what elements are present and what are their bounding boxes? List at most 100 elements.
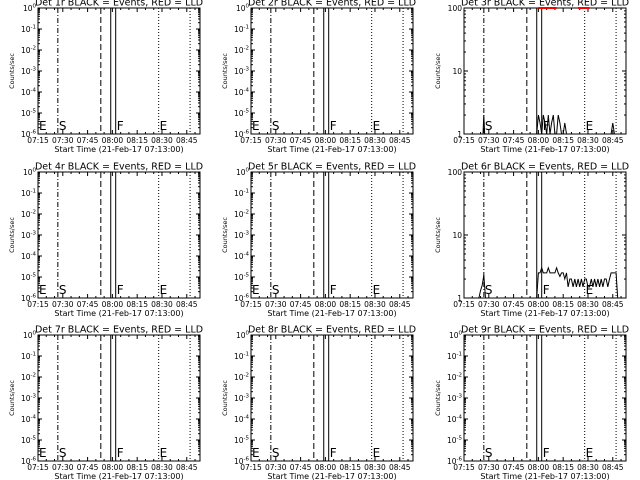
- y-tick-label: 10-1: [234, 352, 249, 362]
- x-tick-label: 07:15: [27, 463, 49, 472]
- plot-frame: [463, 334, 627, 462]
- y-tick-label: 10-6: [21, 130, 37, 140]
- y-axis-label: Counts/sec: [8, 53, 16, 89]
- events-series: [464, 266, 626, 299]
- panel-title: Det 6r BLACK = Events, RED = LLD: [461, 162, 629, 173]
- y-tick-label: 10-1: [21, 352, 36, 362]
- marker-f: F: [543, 446, 550, 460]
- y-tick-label: 10-6: [234, 130, 250, 140]
- plot-frame: [250, 171, 414, 299]
- x-tick-label: 08:30: [577, 300, 599, 309]
- y-tick-label: 10: [452, 231, 462, 240]
- x-tick-label: 07:15: [27, 136, 49, 145]
- x-tick-label: 08:45: [389, 300, 411, 309]
- y-tick-label: 10-4: [447, 415, 463, 425]
- x-tick-label: 07:30: [478, 300, 500, 309]
- y-tick-label: 10: [452, 67, 462, 76]
- y-tick-label: 10-2: [234, 210, 249, 220]
- marker-e: E: [252, 283, 260, 297]
- x-tick-label: 07:30: [478, 136, 500, 145]
- x-tick-label: 08:15: [339, 136, 361, 145]
- x-tick-label: 08:45: [602, 463, 624, 472]
- panel-title: Det 4r BLACK = Events, RED = LLD: [35, 162, 203, 173]
- x-tick-label: 07:45: [290, 300, 312, 309]
- marker-e: E: [39, 446, 47, 460]
- x-tick-label: 08:15: [126, 463, 148, 472]
- marker-e: E: [160, 446, 168, 460]
- panel-title: Det 3r BLACK = Events, RED = LLD: [461, 0, 629, 9]
- y-tick-label: 10-4: [21, 415, 37, 425]
- y-tick-label: 10-1: [447, 352, 462, 362]
- x-tick-label: 07:45: [503, 136, 525, 145]
- y-axis-label: Counts/sec: [221, 217, 229, 253]
- y-axis-label: Counts/sec: [434, 53, 442, 89]
- marker-f: F: [543, 283, 550, 297]
- y-tick-label: 100: [236, 4, 250, 14]
- y-tick-label: 10-5: [21, 436, 37, 446]
- y-tick-label: 10-3: [21, 231, 37, 241]
- x-tick-label: 07:45: [503, 300, 525, 309]
- x-tick-label: 08:15: [552, 463, 574, 472]
- x-tick-label: 07:15: [27, 300, 49, 309]
- marker-e: E: [252, 119, 260, 133]
- marker-e: E: [586, 119, 594, 133]
- y-tick-label: 10-4: [21, 88, 37, 98]
- marker-s: S: [59, 446, 67, 460]
- y-tick-label: 10-3: [447, 394, 463, 404]
- y-tick-label: 1: [457, 294, 462, 303]
- marker-e: E: [39, 283, 47, 297]
- y-tick-label: 10-2: [21, 373, 36, 383]
- marker-s: S: [272, 446, 280, 460]
- y-tick-label: 10-1: [21, 189, 36, 199]
- panel-title: Det 7r BLACK = Events, RED = LLD: [35, 325, 203, 336]
- x-tick-label: 08:45: [389, 136, 411, 145]
- y-tick-label: 10-3: [21, 394, 37, 404]
- x-tick-label: 07:30: [265, 463, 287, 472]
- marker-f: F: [330, 119, 337, 133]
- y-tick-label: 10-5: [21, 273, 37, 283]
- y-tick-label: 10-5: [21, 109, 37, 119]
- marker-e: E: [160, 119, 168, 133]
- y-tick-label: 10-4: [234, 88, 250, 98]
- y-tick-label: 10-6: [234, 457, 250, 467]
- x-tick-label: 08:00: [315, 463, 337, 472]
- y-tick-label: 10-4: [234, 252, 250, 262]
- y-tick-label: 10-5: [447, 436, 463, 446]
- marker-f: F: [330, 446, 337, 460]
- events-series: [464, 114, 626, 135]
- x-tick-label: 08:45: [176, 463, 198, 472]
- plot-frame: [250, 7, 414, 135]
- x-tick-label: 07:30: [52, 463, 74, 472]
- y-tick-label: 100: [236, 331, 250, 341]
- marker-e: E: [252, 446, 260, 460]
- x-axis-label: Start Time (21-Feb-17 07:13:00): [54, 309, 183, 318]
- y-axis-label: Counts/sec: [221, 380, 229, 416]
- y-axis-label: Counts/sec: [8, 380, 16, 416]
- plot-frame: [37, 171, 201, 299]
- x-tick-label: 08:00: [102, 300, 124, 309]
- marker-e: E: [160, 283, 168, 297]
- y-tick-label: 10-3: [234, 394, 250, 404]
- x-tick-label: 07:30: [478, 463, 500, 472]
- y-tick-label: 100: [448, 4, 463, 13]
- marker-s: S: [59, 283, 67, 297]
- x-axis-label: Start Time (21-Feb-17 07:13:00): [480, 145, 609, 154]
- y-axis-label: Counts/sec: [221, 53, 229, 89]
- y-tick-label: 10-5: [234, 436, 250, 446]
- y-tick-label: 10-1: [21, 25, 36, 35]
- marker-f: F: [117, 446, 124, 460]
- panel-det-7: Det 7r BLACK = Events, RED = LLD 07:15 07:…: [8, 325, 203, 480]
- y-tick-label: 10-4: [21, 252, 37, 262]
- y-tick-label: 100: [23, 331, 37, 341]
- x-tick-label: 08:00: [528, 136, 550, 145]
- y-tick-label: 100: [23, 4, 37, 14]
- x-tick-label: 07:15: [240, 136, 262, 145]
- marker-e: E: [373, 119, 381, 133]
- x-tick-label: 07:15: [240, 300, 262, 309]
- x-axis-label: Start Time (21-Feb-17 07:13:00): [267, 472, 396, 480]
- x-tick-label: 08:30: [364, 136, 386, 145]
- y-axis-label: Counts/sec: [434, 217, 442, 253]
